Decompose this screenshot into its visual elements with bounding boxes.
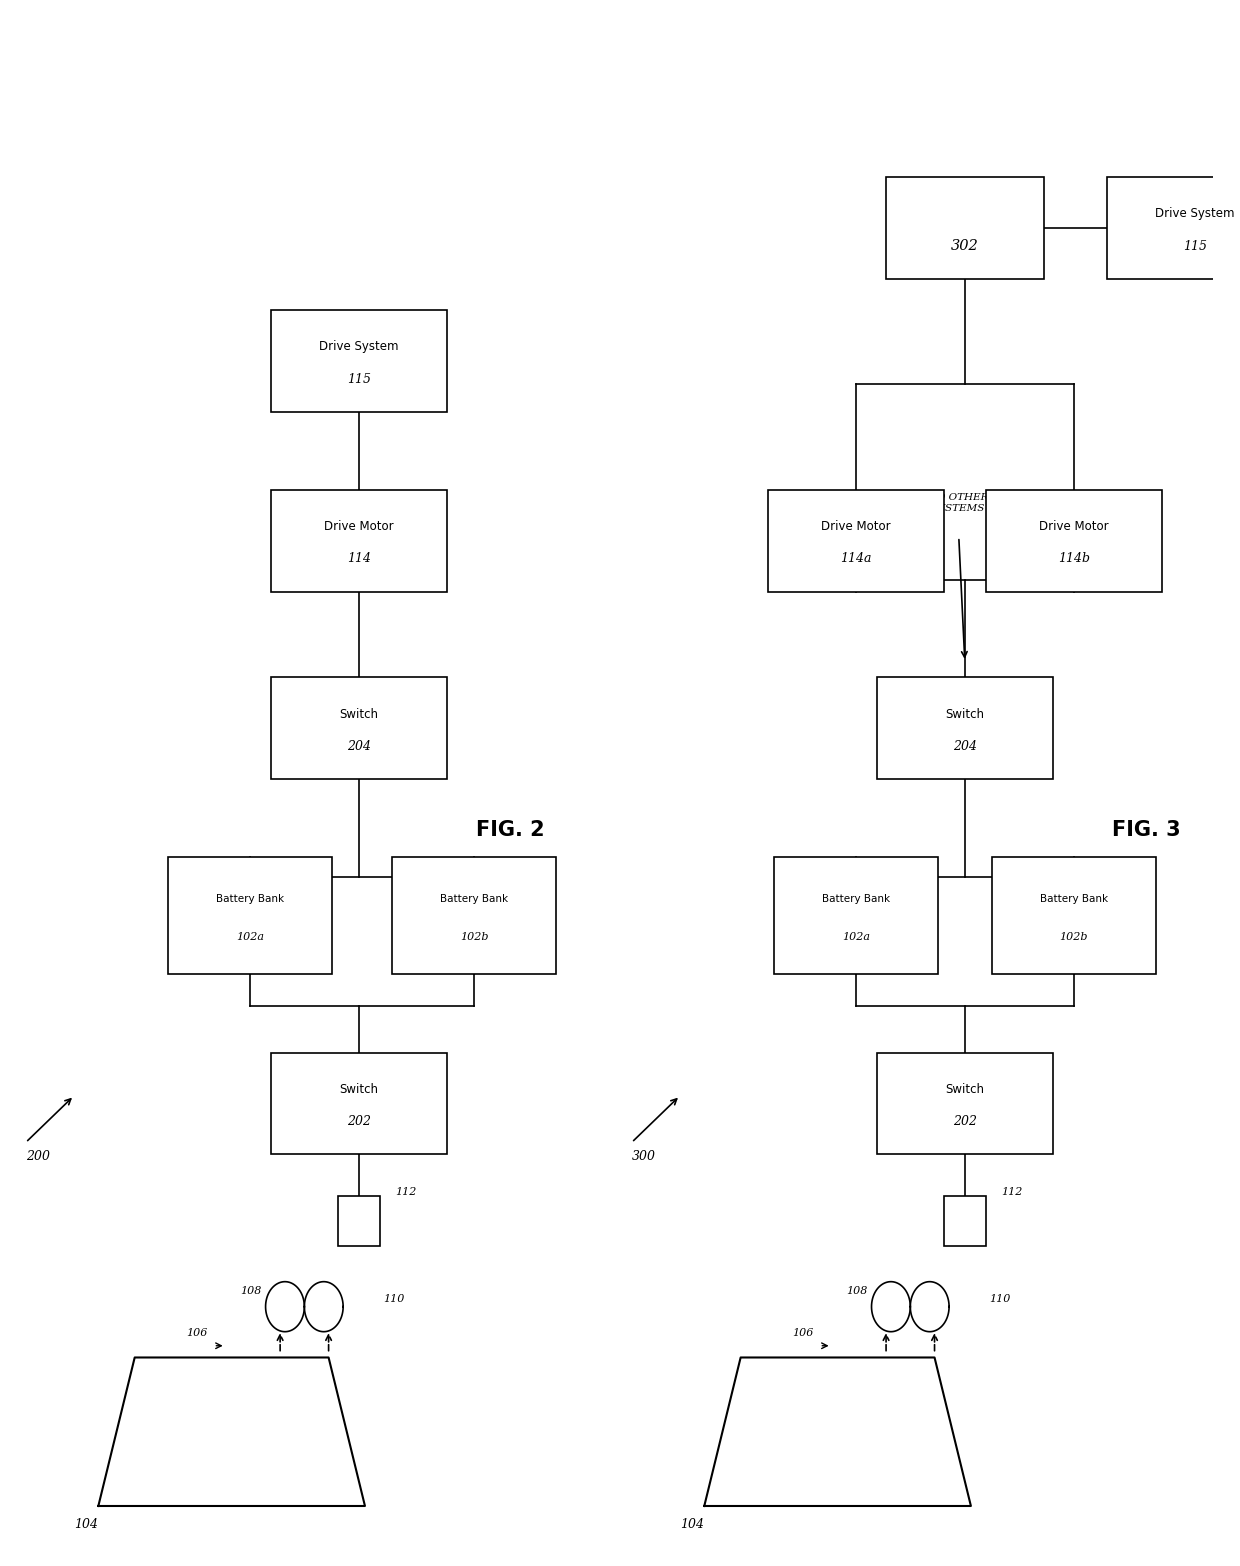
Text: Drive System: Drive System (319, 340, 398, 354)
Text: 114a: 114a (839, 553, 872, 565)
Text: Switch: Switch (945, 708, 985, 720)
Text: 104: 104 (680, 1517, 704, 1530)
Text: 108: 108 (241, 1286, 262, 1297)
Text: 204: 204 (347, 741, 371, 753)
Text: 108: 108 (847, 1286, 868, 1297)
Text: 114: 114 (347, 553, 371, 565)
Text: 202: 202 (347, 1115, 371, 1128)
Text: 202: 202 (952, 1115, 977, 1128)
Text: 300: 300 (631, 1151, 656, 1164)
Bar (774, 857, 937, 974)
Text: 110: 110 (990, 1294, 1011, 1304)
Text: 200: 200 (26, 1151, 50, 1164)
Bar (272, 490, 446, 592)
Text: 106: 106 (792, 1328, 813, 1337)
Bar (986, 490, 1162, 592)
Text: 204: 204 (952, 741, 977, 753)
Text: FIG. 3: FIG. 3 (1112, 821, 1180, 839)
Text: Battery Bank: Battery Bank (822, 894, 890, 905)
Bar (272, 310, 446, 412)
Text: Drive System: Drive System (1156, 207, 1235, 221)
Text: 102b: 102b (1060, 932, 1089, 943)
Text: Switch: Switch (340, 1082, 378, 1096)
Bar (877, 678, 1053, 780)
Bar (272, 678, 446, 780)
Text: Battery Bank: Battery Bank (440, 894, 508, 905)
Text: 104: 104 (74, 1517, 98, 1530)
Text: 102a: 102a (842, 932, 869, 943)
Bar (169, 857, 331, 974)
Text: Drive Motor: Drive Motor (1039, 520, 1109, 532)
Text: Battery Bank: Battery Bank (216, 894, 284, 905)
Text: 106: 106 (186, 1328, 207, 1337)
Text: 115: 115 (1183, 240, 1207, 252)
Text: FIG. 2: FIG. 2 (476, 821, 544, 839)
Text: 115: 115 (347, 373, 371, 385)
Text: TO OTHER
SYSTEMS: TO OTHER SYSTEMS (930, 493, 988, 514)
Text: Switch: Switch (340, 708, 378, 720)
Text: 112: 112 (396, 1187, 417, 1198)
Bar (768, 490, 944, 592)
Bar (1107, 177, 1240, 279)
Text: Battery Bank: Battery Bank (1040, 894, 1109, 905)
Bar (877, 1052, 1053, 1154)
Text: 102b: 102b (460, 932, 489, 943)
Bar (992, 857, 1156, 974)
Text: 302: 302 (951, 240, 978, 254)
Text: 102a: 102a (236, 932, 264, 943)
Bar (337, 1196, 381, 1245)
Bar (944, 1196, 986, 1245)
Bar (887, 177, 1044, 279)
Bar (392, 857, 556, 974)
Bar (272, 1052, 446, 1154)
Text: Drive Motor: Drive Motor (324, 520, 394, 532)
Text: 110: 110 (383, 1294, 404, 1304)
Text: 114b: 114b (1058, 553, 1090, 565)
Text: 112: 112 (1001, 1187, 1023, 1198)
Text: Drive Motor: Drive Motor (821, 520, 890, 532)
Text: Switch: Switch (945, 1082, 985, 1096)
